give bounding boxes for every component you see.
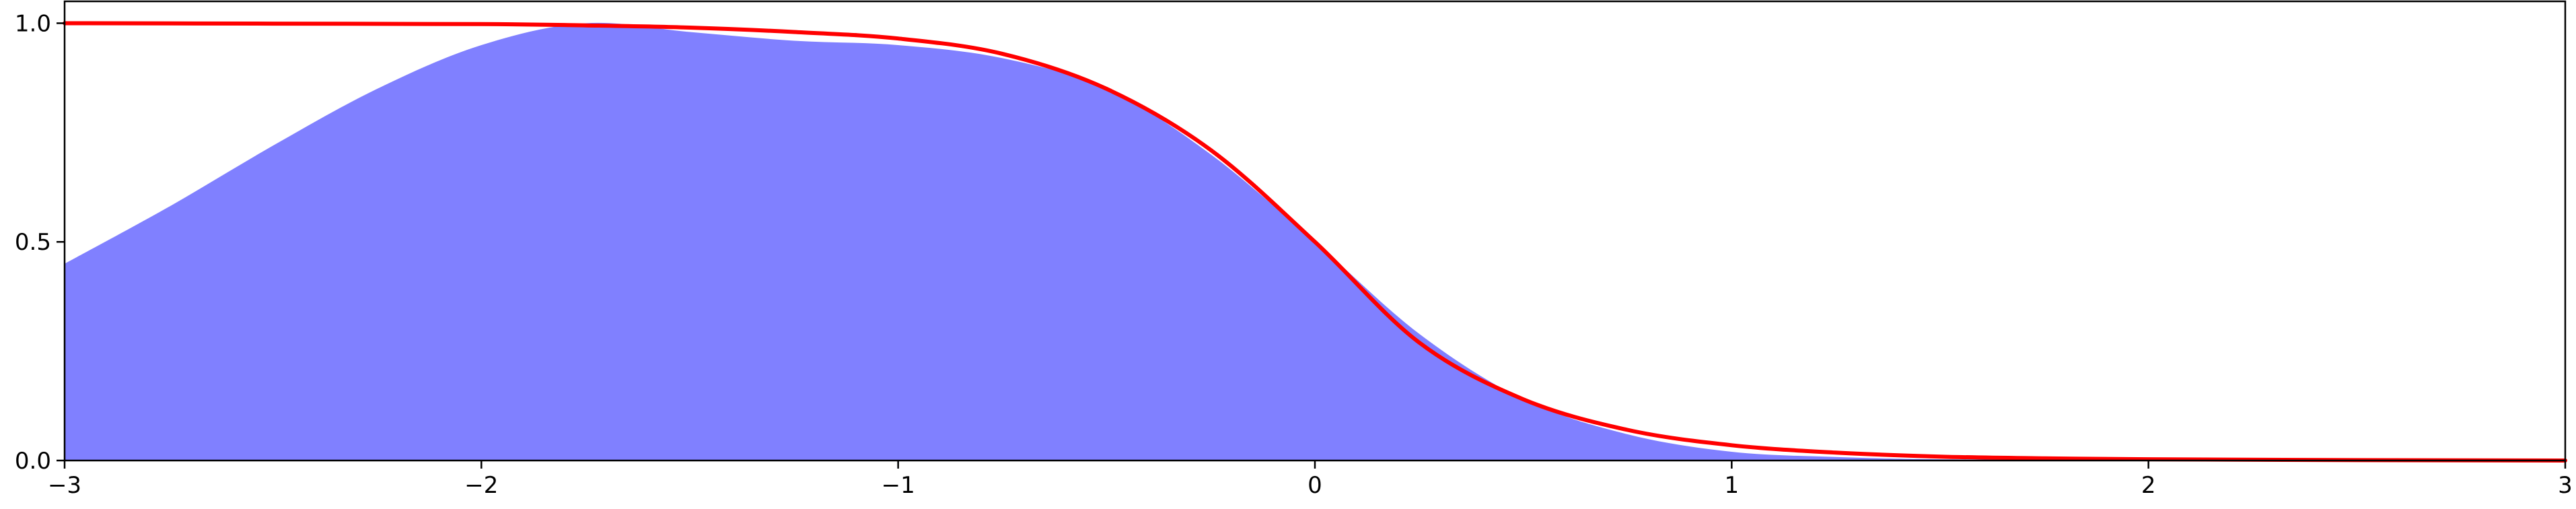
x-tick-label: 3	[2558, 472, 2573, 499]
y-tick-label: 1.0	[15, 10, 51, 37]
x-tick-label: 1	[1725, 472, 1740, 499]
x-tick-label: 2	[2141, 472, 2156, 499]
line-series-1	[63, 21, 2567, 463]
x-tick-label: −1	[882, 472, 915, 499]
x-tick-label: −3	[48, 472, 81, 499]
x-axis: −3 −2 −1 0 1 2 3	[48, 461, 2573, 499]
y-tick-label: 0.5	[15, 229, 51, 256]
y-tick-label: 0.0	[15, 448, 51, 475]
plot-area	[63, 21, 2567, 463]
y-axis: 0.0 0.5 1.0	[15, 10, 65, 475]
area-series-0	[65, 22, 2565, 461]
x-tick-label: 0	[1308, 472, 1322, 499]
x-tick-label: −2	[464, 472, 498, 499]
